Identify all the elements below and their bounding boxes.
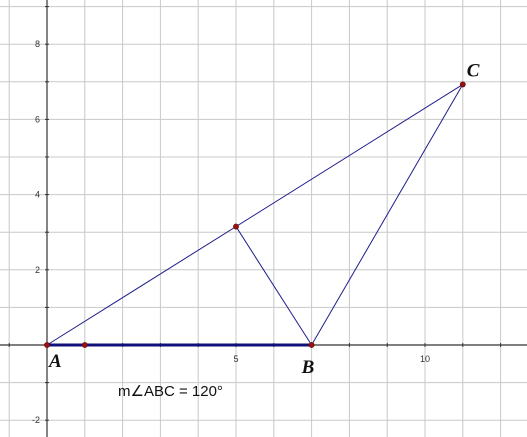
point-B[interactable] xyxy=(308,342,315,348)
y-tick-label: 8 xyxy=(35,39,40,49)
y-tick-label: -2 xyxy=(32,415,40,425)
point-C[interactable] xyxy=(459,81,466,88)
point-label-B: B xyxy=(301,357,315,378)
x-tick-label: 5 xyxy=(233,354,238,364)
point-label-C: C xyxy=(467,60,480,81)
point-labels: A B C xyxy=(48,60,480,378)
segments xyxy=(46,84,464,347)
point-D[interactable] xyxy=(81,342,88,348)
x-tick-label: 10 xyxy=(420,354,430,364)
segment-AC[interactable] xyxy=(46,84,464,346)
points xyxy=(44,81,466,348)
axis-tick-labels: 5 10 -2 2 4 6 8 xyxy=(32,39,430,425)
point-A[interactable] xyxy=(44,342,50,348)
segment-BC[interactable] xyxy=(311,84,464,346)
y-tick-label: 4 xyxy=(35,190,40,200)
point-E[interactable] xyxy=(233,223,239,230)
y-tick-label: 6 xyxy=(35,114,40,124)
point-label-A: A xyxy=(48,351,62,372)
segment-EB[interactable] xyxy=(235,226,313,346)
angle-measurement[interactable]: m∠ABC = 120° xyxy=(118,383,223,400)
y-tick-label: 2 xyxy=(35,265,40,275)
